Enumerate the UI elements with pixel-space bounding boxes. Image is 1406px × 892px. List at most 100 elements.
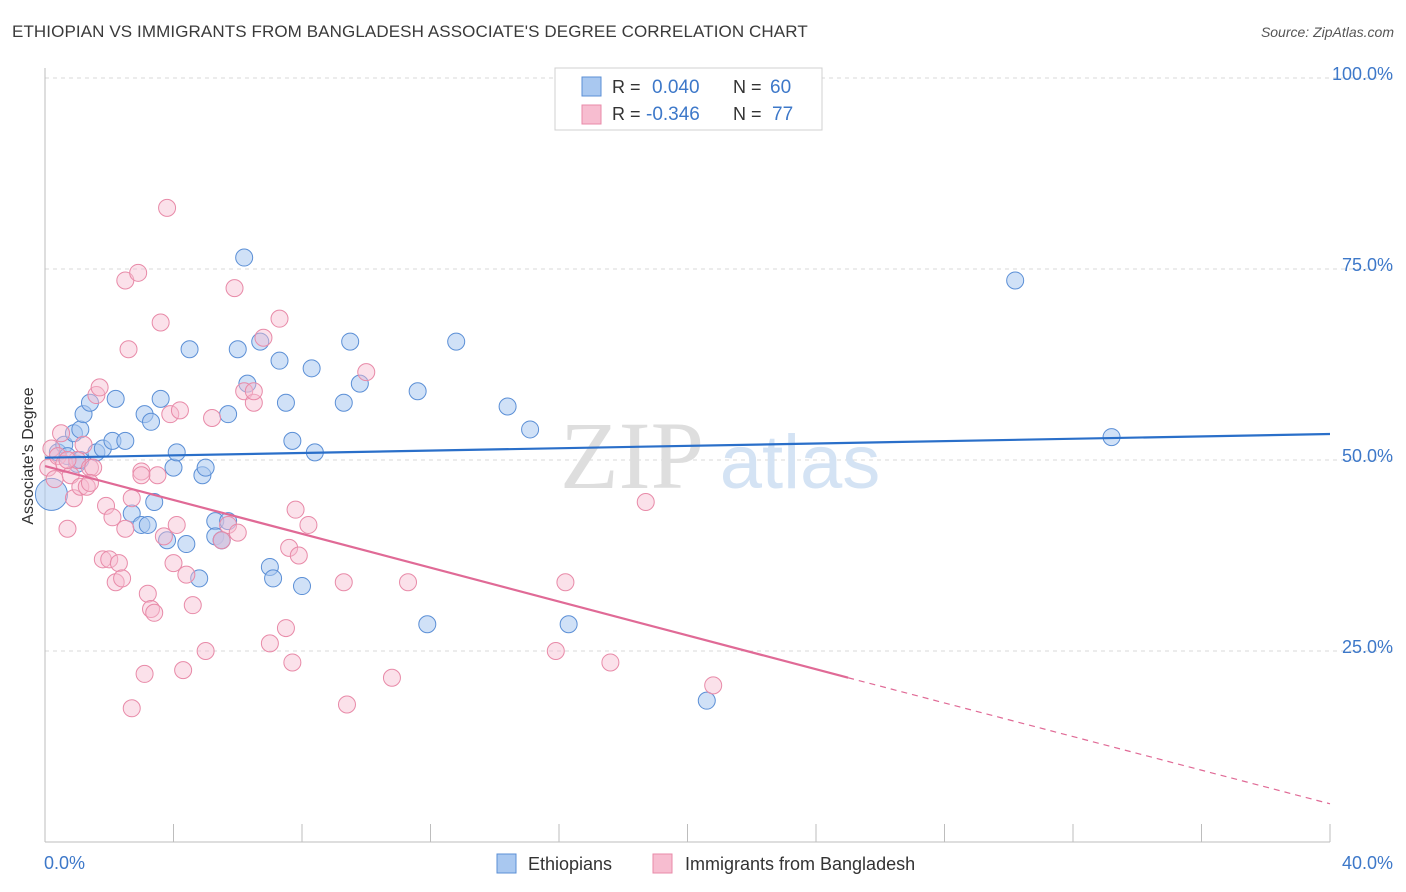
bangladesh-point	[546, 642, 565, 660]
bangladesh-point	[148, 466, 167, 485]
ethiopians-point	[196, 458, 215, 477]
bangladesh-point	[167, 515, 186, 534]
bangladesh-point	[196, 642, 215, 660]
stats-legend: R = 0.040 N = 60 R = -0.346 N = 77	[554, 67, 823, 131]
ethiopians-point	[138, 515, 157, 534]
bangladesh-point	[97, 496, 116, 515]
bangladesh-points	[39, 198, 723, 718]
ethiopians-point	[350, 374, 369, 393]
ethiopians-point	[697, 691, 716, 710]
bangladesh-point	[158, 198, 177, 217]
y-tick-label-2: 75.0%	[1342, 255, 1393, 275]
bottom-legend-bangladesh: Immigrants from Bangladesh	[685, 854, 915, 874]
gridlines	[45, 77, 1393, 652]
bangladesh-point	[145, 603, 164, 622]
bangladesh-point	[283, 653, 302, 672]
bangladesh-point	[183, 596, 202, 615]
ethiopians-point	[164, 458, 183, 477]
ethiopians-point	[116, 431, 135, 450]
bangladesh-point	[244, 382, 263, 401]
ethiopians-point	[167, 443, 186, 462]
bangladesh-point	[113, 569, 132, 588]
ethiopians-point	[276, 393, 295, 412]
y-tick-label-0: 25.0%	[1342, 637, 1393, 657]
trend-lines	[44, 432, 1331, 805]
x-tick-label-min: 0.0%	[44, 853, 85, 873]
bangladesh-point	[280, 538, 299, 557]
legend-swatch-ethiopians	[581, 76, 602, 97]
bangladesh-point	[135, 664, 154, 683]
ethiopians-trend-line	[44, 432, 1331, 459]
ethiopians-point	[418, 615, 437, 634]
bangladesh-point	[235, 382, 254, 401]
bangladesh-point	[260, 634, 279, 653]
bangladesh-point	[254, 328, 273, 347]
bangladesh-point	[122, 699, 141, 718]
bangladesh-point	[636, 493, 655, 512]
ethiopians-point	[408, 382, 427, 401]
bangladesh-point	[119, 340, 138, 359]
ethiopians-point	[293, 577, 311, 596]
bottom-legend-swatch-ethiopians	[496, 853, 517, 874]
ethiopians-point	[71, 420, 90, 439]
bangladesh-point	[556, 573, 575, 592]
series-legend: Ethiopians Immigrants from Bangladesh	[496, 853, 915, 874]
bangladesh-point	[270, 309, 289, 328]
y-tick-label-1: 50.0%	[1342, 446, 1393, 466]
bottom-legend-swatch-bangladesh	[652, 853, 673, 874]
bottom-legend-ethiopians: Ethiopians	[528, 854, 612, 874]
ethiopians-point	[219, 405, 238, 424]
bangladesh-point	[58, 451, 77, 469]
bangladesh-trend-line	[44, 465, 849, 679]
bangladesh-point	[177, 565, 196, 584]
bangladesh-point	[109, 554, 128, 573]
bangladesh-point	[122, 489, 141, 508]
ethiopians-point	[559, 615, 578, 634]
bangladesh-point	[138, 584, 157, 603]
legend-r-value-2: -0.346	[646, 104, 700, 125]
bangladesh-point	[74, 435, 93, 454]
bangladesh-point	[299, 515, 318, 534]
ethiopians-point	[177, 535, 196, 554]
ethiopians-point	[106, 389, 125, 408]
legend-r-label-2: R =	[612, 104, 641, 124]
bangladesh-point	[334, 573, 353, 592]
ethiopians-point	[219, 512, 238, 531]
bangladesh-point	[357, 363, 376, 382]
bangladesh-point	[116, 519, 135, 538]
ethiopians-point	[264, 569, 283, 588]
bangladesh-point	[103, 508, 122, 527]
bangladesh-point	[225, 279, 244, 298]
y-tick-labels: 25.0% 50.0% 75.0% 100.0%	[1332, 64, 1393, 657]
bangladesh-point	[154, 527, 173, 546]
watermark-zip: ZIP	[560, 402, 704, 509]
bangladesh-point	[151, 313, 170, 332]
bangladesh-point	[84, 458, 103, 477]
ethiopians-point	[80, 393, 99, 412]
legend-r-value-1: 0.040	[652, 77, 700, 98]
bangladesh-point	[100, 550, 119, 569]
bangladesh-point	[286, 500, 305, 519]
ethiopians-point	[151, 389, 170, 408]
ethiopians-point	[122, 504, 141, 523]
watermark: ZIP atlas	[560, 402, 880, 509]
ethiopians-point	[341, 332, 360, 351]
bangladesh-point	[129, 263, 148, 282]
ethiopians-point	[180, 340, 199, 359]
legend-n-label-1: N =	[733, 77, 762, 97]
bangladesh-point	[161, 405, 180, 424]
legend-swatch-bangladesh	[581, 104, 602, 125]
bangladesh-point	[45, 470, 64, 489]
ethiopians-point	[334, 393, 353, 412]
bangladesh-point	[52, 424, 71, 443]
bangladesh-point	[219, 515, 238, 534]
bangladesh-point	[289, 546, 308, 565]
bangladesh-point	[337, 695, 356, 714]
watermark-atlas: atlas	[720, 420, 881, 505]
bangladesh-point	[48, 447, 67, 466]
ethiopians-point	[283, 431, 302, 450]
chart-title: ETHIOPIAN VS IMMIGRANTS FROM BANGLADESH …	[12, 22, 808, 41]
ethiopians-point	[145, 493, 164, 512]
ethiopians-point	[270, 351, 289, 370]
ethiopians-point	[228, 340, 247, 359]
